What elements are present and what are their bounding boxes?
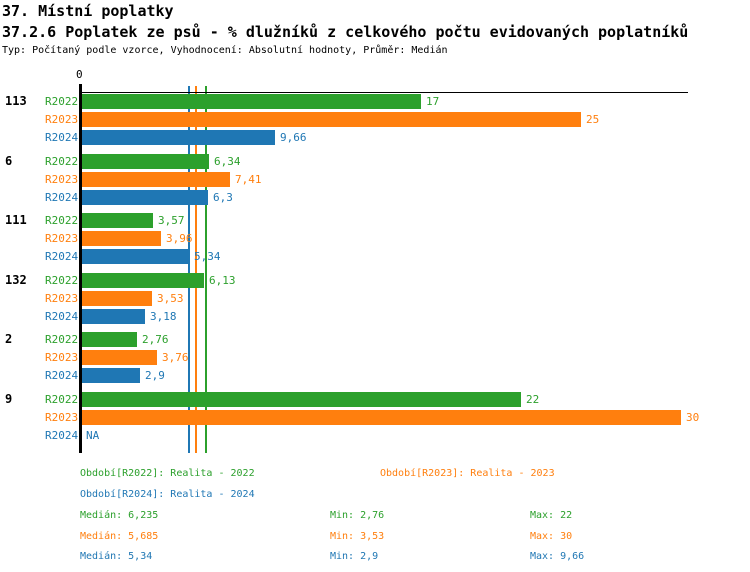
- bar: [82, 154, 209, 169]
- series-label: R2024: [45, 310, 79, 323]
- bar-value-label: 5,34: [194, 250, 221, 263]
- bar-value-label: 30: [686, 411, 700, 424]
- bar-value-label: NA: [86, 429, 100, 442]
- bar: [82, 410, 681, 425]
- bar: [82, 130, 275, 145]
- series-label: R2022: [45, 393, 79, 406]
- series-label: R2024: [45, 429, 79, 442]
- bar-value-label: 3,96: [166, 232, 193, 245]
- series-label: R2023: [45, 351, 79, 364]
- bar-value-label: 3,76: [162, 351, 189, 364]
- category-label: 6: [5, 153, 13, 168]
- category-label: 113: [5, 94, 27, 108]
- stat-median-r2022: Medián: 6,235: [80, 510, 159, 521]
- axis-line-x: [80, 92, 688, 93]
- stat-min-r2022: Min: 2,76: [330, 510, 385, 521]
- series-label: R2023: [45, 232, 79, 245]
- category-label: 111: [5, 213, 27, 227]
- legend-entry-r2024: Období[R2024]: Realita - 2024: [80, 489, 255, 500]
- report-section-title: 37. Místní poplatky: [2, 2, 174, 20]
- bar: [82, 332, 137, 347]
- legend-entry-r2022: Období[R2022]: Realita - 2022: [80, 468, 255, 479]
- bar-value-label: 6,3: [213, 191, 233, 204]
- series-label: R2024: [45, 369, 79, 382]
- series-label: R2023: [45, 411, 79, 424]
- series-label: R2023: [45, 292, 79, 305]
- bar: [82, 392, 521, 407]
- bar-value-label: 6,13: [209, 274, 236, 287]
- series-label: R2024: [45, 191, 79, 204]
- median-line-r2022: [205, 86, 208, 453]
- bar: [82, 231, 161, 246]
- legend-entry-r2023: Období[R2023]: Realita - 2023: [380, 468, 555, 479]
- bar: [82, 368, 140, 383]
- bar-value-label: 25: [586, 113, 600, 126]
- bar: [82, 273, 204, 288]
- series-label: R2022: [45, 155, 79, 168]
- stat-max-r2024: Max: 9,66: [530, 551, 585, 562]
- chart-subtitle: Typ: Počítaný podle vzorce, Vyhodnocení:…: [2, 45, 448, 56]
- bar: [82, 94, 421, 109]
- bar: [82, 350, 157, 365]
- bar: [82, 172, 230, 187]
- bar-value-label: 22: [526, 393, 540, 406]
- series-label: R2022: [45, 214, 79, 227]
- bar-value-label: 3,18: [150, 310, 177, 323]
- category-label: 132: [5, 272, 27, 287]
- series-label: R2024: [45, 250, 79, 263]
- bar-value-label: 17: [426, 95, 440, 108]
- series-label: R2022: [45, 95, 79, 108]
- stat-min-r2024: Min: 2,9: [330, 551, 379, 562]
- series-label: R2023: [45, 173, 79, 186]
- stat-median-r2023: Medián: 5,685: [80, 531, 159, 542]
- bar: [82, 291, 152, 306]
- bar-value-label: 9,66: [280, 131, 307, 144]
- median-line-r2024: [187, 86, 190, 453]
- bar-value-label: 3,57: [158, 214, 185, 227]
- bar: [82, 213, 153, 228]
- stat-max-r2022: Max: 22: [530, 510, 573, 521]
- bar-value-label: 2,76: [142, 333, 169, 346]
- bar: [82, 190, 208, 205]
- series-label: R2022: [45, 274, 79, 287]
- series-label: R2024: [45, 131, 79, 144]
- zero-tick-label: 0: [76, 68, 83, 81]
- stat-min-r2023: Min: 3,53: [330, 531, 385, 542]
- category-label: 9: [5, 391, 13, 406]
- stat-median-r2024: Medián: 5,34: [80, 551, 153, 562]
- bar: [82, 309, 145, 324]
- median-line-r2023: [194, 86, 197, 453]
- axis-line-y: [79, 84, 82, 453]
- bar-value-label: 2,9: [145, 369, 165, 382]
- bar: [82, 112, 581, 127]
- category-label: 2: [5, 332, 13, 346]
- stat-max-r2023: Max: 30: [530, 531, 573, 542]
- chart-title: 37.2.6 Poplatek ze psů - % dlužníků z ce…: [2, 23, 689, 41]
- bar: [82, 249, 189, 264]
- series-label: R2022: [45, 333, 79, 346]
- bar-value-label: 7,41: [235, 173, 262, 186]
- bar-value-label: 6,34: [214, 155, 241, 168]
- bar-value-label: 3,53: [157, 292, 184, 305]
- series-label: R2023: [45, 113, 79, 126]
